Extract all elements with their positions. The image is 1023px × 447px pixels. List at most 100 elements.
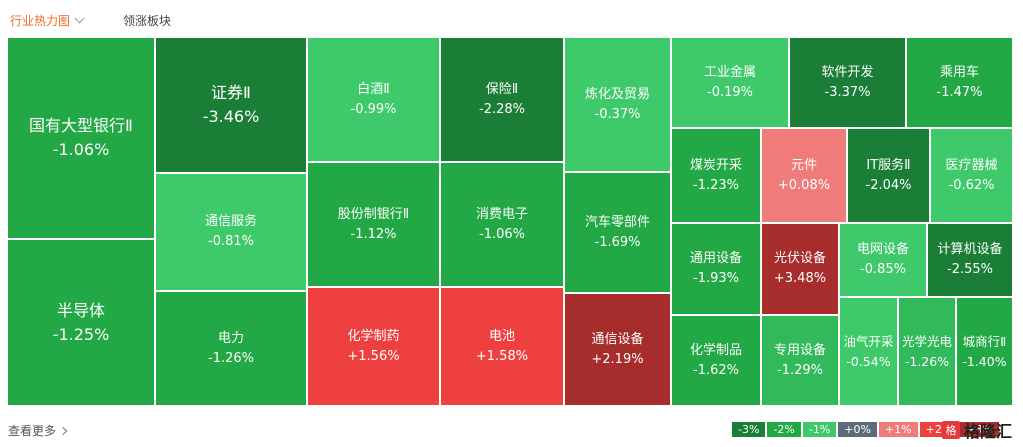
tile-change: -1.62% bbox=[693, 362, 739, 378]
legend-item: -1% bbox=[802, 422, 837, 437]
tile-change: -0.81% bbox=[208, 234, 254, 249]
legend-item: +1% bbox=[878, 422, 918, 437]
tile-name: 通信服务 bbox=[204, 214, 257, 229]
tile-name: 通用设备 bbox=[689, 251, 742, 266]
tile-name: 电池 bbox=[488, 328, 515, 344]
tile-name: 专用设备 bbox=[773, 342, 826, 358]
tile-change: -0.62% bbox=[948, 177, 995, 193]
tile-change: -1.12% bbox=[350, 226, 397, 242]
chevron-right-icon bbox=[58, 426, 68, 436]
tile-name: 炼化及贸易 bbox=[584, 86, 650, 102]
treemap-tile[interactable]: 通用设备 -1.93% bbox=[671, 223, 761, 315]
tile-change: -0.85% bbox=[860, 262, 906, 277]
treemap-tile[interactable]: 半导体 -1.25% bbox=[7, 239, 155, 406]
tile-name: IT服务Ⅱ bbox=[866, 157, 911, 173]
legend-item: -3% bbox=[732, 422, 766, 437]
tile-name: 白酒Ⅱ bbox=[357, 81, 390, 97]
legend-item: +3% bbox=[960, 422, 999, 437]
tile-change: +2.19% bbox=[591, 351, 644, 367]
tile-change: +1.56% bbox=[347, 348, 400, 364]
treemap-tile[interactable]: 工业金属 -0.19% bbox=[671, 37, 789, 128]
treemap-tile[interactable]: 乘用车 -1.47% bbox=[906, 37, 1013, 128]
tab-industry-heatmap[interactable]: 行业热力图 bbox=[10, 13, 85, 29]
tile-name: 汽车零部件 bbox=[584, 214, 650, 230]
watermark-badge: 格 bbox=[942, 421, 960, 439]
tile-name: 工业金属 bbox=[703, 64, 756, 80]
treemap-tile[interactable]: 电力 -1.26% bbox=[155, 291, 307, 406]
tab-industry-heatmap-label: 行业热力图 bbox=[10, 14, 71, 28]
tile-change: -1.26% bbox=[208, 350, 254, 366]
tile-name: 煤炭开采 bbox=[689, 157, 742, 173]
treemap-tile[interactable]: 化学制品 -1.62% bbox=[671, 315, 761, 406]
treemap-tile[interactable]: 元件 +0.08% bbox=[761, 128, 847, 223]
tile-change: +1.58% bbox=[475, 348, 529, 364]
tile-name: 油气开采 bbox=[843, 333, 894, 349]
treemap-tile[interactable]: 城商行Ⅱ -1.40% bbox=[956, 297, 1013, 406]
treemap-tile[interactable]: 化学制药 +1.56% bbox=[307, 287, 440, 406]
treemap-tile[interactable]: 油气开采 -0.54% bbox=[839, 297, 898, 406]
tile-name: 光学光电 bbox=[901, 333, 952, 349]
treemap-tile[interactable]: 股份制银行Ⅱ -1.12% bbox=[307, 162, 440, 287]
treemap-tile[interactable]: 计算机设备 -2.55% bbox=[927, 223, 1013, 297]
tile-name: 城商行Ⅱ bbox=[962, 333, 1007, 349]
treemap-tile[interactable]: 保险Ⅱ -2.28% bbox=[440, 37, 564, 162]
treemap-tile[interactable]: 电池 +1.58% bbox=[440, 287, 564, 406]
tab-bar: 行业热力图 领涨板块 bbox=[0, 0, 1023, 36]
treemap-tile[interactable]: 汽车零部件 -1.69% bbox=[564, 172, 671, 293]
treemap-tile[interactable]: 炼化及贸易 -0.37% bbox=[564, 37, 671, 172]
tab-leading-sectors[interactable]: 领涨板块 bbox=[123, 14, 172, 28]
treemap-tile[interactable]: 光学光电 -1.26% bbox=[898, 297, 956, 406]
tile-name: 半导体 bbox=[56, 300, 105, 320]
treemap-tile[interactable]: 光伏设备 +3.48% bbox=[761, 223, 839, 315]
tile-name: 股份制银行Ⅱ bbox=[337, 206, 410, 222]
tile-change: -3.37% bbox=[824, 84, 871, 100]
tile-name: 保险Ⅱ bbox=[485, 81, 519, 97]
tile-change: -1.23% bbox=[693, 177, 739, 193]
tile-change: -0.99% bbox=[350, 101, 397, 117]
treemap-tile[interactable]: 煤炭开采 -1.23% bbox=[671, 128, 761, 223]
tile-name: 消费电子 bbox=[475, 206, 528, 222]
tile-change: +0.08% bbox=[777, 177, 831, 193]
tile-name: 化学制品 bbox=[689, 342, 742, 358]
tile-name: 电网设备 bbox=[856, 242, 909, 257]
treemap-tile[interactable]: 消费电子 -1.06% bbox=[440, 162, 564, 287]
tile-change: -2.55% bbox=[947, 262, 993, 277]
tile-change: -0.37% bbox=[594, 106, 641, 122]
tile-change: -3.46% bbox=[202, 107, 260, 126]
watermark-text: 格隆汇 bbox=[964, 422, 1013, 441]
color-legend: -3% -2% -1% +0% +1% +2% +3% bbox=[732, 422, 999, 437]
tile-change: -2.28% bbox=[479, 101, 525, 117]
tile-change: -0.19% bbox=[707, 84, 753, 100]
treemap-tile[interactable]: 电网设备 -0.85% bbox=[839, 223, 927, 297]
view-more-link[interactable]: 查看更多 bbox=[8, 422, 68, 439]
tile-name: 软件开发 bbox=[821, 64, 874, 80]
tile-change: +3.48% bbox=[773, 271, 827, 286]
treemap-tile[interactable]: IT服务Ⅱ -2.04% bbox=[847, 128, 930, 223]
tile-change: -2.04% bbox=[865, 177, 912, 193]
tile-change: -1.29% bbox=[777, 362, 823, 378]
treemap-tile[interactable]: 证券Ⅱ -3.46% bbox=[155, 37, 307, 173]
tile-name: 通信设备 bbox=[591, 331, 644, 347]
legend-item: -2% bbox=[767, 422, 801, 437]
tile-name: 证券Ⅱ bbox=[211, 83, 251, 102]
tile-change: -1.69% bbox=[594, 234, 641, 250]
treemap-tile[interactable]: 软件开发 -3.37% bbox=[789, 37, 906, 128]
legend-item: +0% bbox=[838, 422, 877, 437]
view-more-label: 查看更多 bbox=[8, 424, 57, 438]
tile-name: 乘用车 bbox=[939, 64, 979, 80]
tile-change: -1.40% bbox=[962, 353, 1007, 369]
tile-change: -0.54% bbox=[846, 353, 891, 369]
treemap-tile[interactable]: 专用设备 -1.29% bbox=[761, 315, 839, 406]
watermark-logo: 格 格隆汇 bbox=[942, 416, 1022, 444]
treemap-tile[interactable]: 国有大型银行Ⅱ -1.06% bbox=[7, 37, 155, 239]
treemap-tile[interactable]: 白酒Ⅱ -0.99% bbox=[307, 37, 440, 162]
treemap-tile[interactable]: 通信服务 -0.81% bbox=[155, 173, 307, 291]
tile-name: 电力 bbox=[217, 330, 244, 346]
treemap-tile[interactable]: 通信设备 +2.19% bbox=[564, 293, 671, 406]
treemap-tile[interactable]: 医疗器械 -0.62% bbox=[930, 128, 1013, 223]
tile-change: -1.25% bbox=[52, 324, 110, 344]
tile-name: 医疗器械 bbox=[945, 157, 998, 173]
tile-change: -1.47% bbox=[936, 84, 983, 100]
tile-change: -1.06% bbox=[52, 140, 110, 159]
